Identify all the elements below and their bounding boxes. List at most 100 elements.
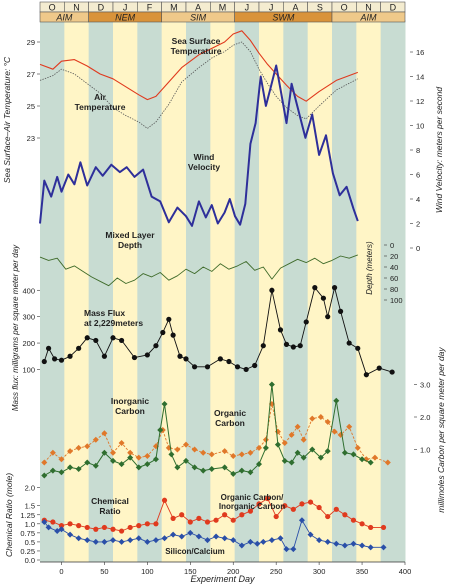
data-point	[67, 448, 74, 455]
tick-label: 100	[390, 296, 403, 305]
data-point	[355, 345, 361, 351]
data-point	[367, 459, 374, 466]
month-label: O	[341, 3, 348, 13]
x-tick-label: 350	[356, 567, 369, 576]
tick-label: 2	[416, 220, 420, 229]
tick-label: 8	[416, 146, 420, 155]
month-label: F	[147, 3, 153, 13]
month-band	[356, 20, 382, 562]
data-point	[76, 345, 82, 351]
x-tick-label: 150	[184, 567, 197, 576]
data-point	[371, 454, 378, 461]
data-point	[350, 451, 357, 458]
month-label: S	[317, 3, 323, 13]
data-point	[161, 401, 168, 407]
data-point	[368, 524, 374, 531]
data-point	[92, 538, 99, 545]
tick-label: 12	[416, 97, 424, 106]
data-point	[191, 446, 198, 453]
data-point	[264, 495, 271, 502]
data-point	[288, 459, 295, 466]
data-point	[380, 544, 387, 551]
data-point	[84, 537, 91, 544]
tick-label: 27	[27, 70, 35, 79]
data-point	[247, 469, 254, 476]
data-point	[376, 365, 382, 371]
data-point	[320, 295, 327, 301]
data-point	[110, 526, 116, 532]
season-label: SIM	[190, 13, 207, 23]
data-point	[58, 357, 65, 363]
data-point	[256, 501, 262, 507]
x-tick-label: 400	[399, 567, 412, 576]
data-point	[144, 453, 151, 459]
data-point	[76, 523, 82, 529]
series-line	[39, 41, 358, 129]
data-point	[256, 461, 262, 468]
data-point	[75, 466, 82, 472]
data-point	[262, 436, 269, 443]
month-label: J	[269, 3, 274, 13]
data-point	[45, 524, 52, 531]
data-point	[274, 441, 281, 448]
data-point	[127, 454, 134, 461]
data-point	[367, 544, 374, 551]
data-point	[288, 431, 295, 438]
data-point	[204, 537, 211, 544]
x-tick-label: 300	[313, 567, 326, 576]
data-point	[41, 472, 48, 479]
data-point	[359, 521, 365, 527]
data-point	[84, 524, 90, 531]
data-point	[238, 467, 245, 474]
data-point	[127, 537, 134, 544]
x-axis-label: Experiment Day	[190, 574, 255, 584]
tick-label: 0.75	[20, 529, 35, 538]
x-tick-label: 50	[100, 567, 108, 576]
label-wind: Wind Velocity	[188, 152, 220, 172]
data-point	[144, 538, 151, 545]
series-line	[39, 64, 359, 227]
data-point	[221, 448, 228, 455]
data-point	[208, 451, 215, 458]
data-point	[131, 354, 138, 361]
data-point	[324, 538, 331, 545]
data-point	[101, 538, 108, 545]
tick-label: 25	[27, 102, 35, 111]
data-point	[230, 517, 236, 523]
data-point	[221, 464, 228, 471]
data-point	[118, 461, 125, 468]
data-point	[50, 519, 56, 525]
data-point	[152, 537, 159, 544]
data-point	[170, 515, 176, 521]
data-point	[41, 459, 48, 466]
tick-label: 1.5	[25, 502, 35, 511]
data-point	[316, 537, 323, 544]
data-point	[325, 513, 331, 520]
data-point	[283, 546, 290, 553]
tick-label: 29	[27, 38, 35, 47]
data-point	[118, 538, 125, 545]
data-point	[187, 519, 193, 525]
month-season-header: O N D J F M A M J J A S O N D AIM NEM SIM SWM AIM	[39, 1, 406, 23]
data-point	[127, 449, 134, 456]
data-point	[195, 533, 202, 540]
month-label: J	[245, 3, 250, 13]
data-point	[135, 454, 142, 461]
data-point	[350, 540, 357, 547]
data-point	[269, 287, 275, 293]
tick-label: 10	[416, 122, 424, 131]
label-chemical-ratio: Chemical Ratio	[91, 496, 129, 516]
data-point	[309, 415, 316, 422]
label-air-temp: Air Temperature	[75, 92, 126, 112]
data-point	[282, 503, 288, 509]
tick-label: 14	[416, 73, 424, 82]
data-point	[153, 343, 159, 349]
data-point	[299, 501, 305, 507]
data-point	[135, 535, 142, 542]
tick-label: 2.0	[25, 484, 35, 493]
data-point	[243, 366, 249, 373]
data-point	[101, 449, 108, 456]
month-band	[332, 20, 357, 562]
data-point	[342, 512, 348, 518]
data-point	[300, 454, 307, 461]
